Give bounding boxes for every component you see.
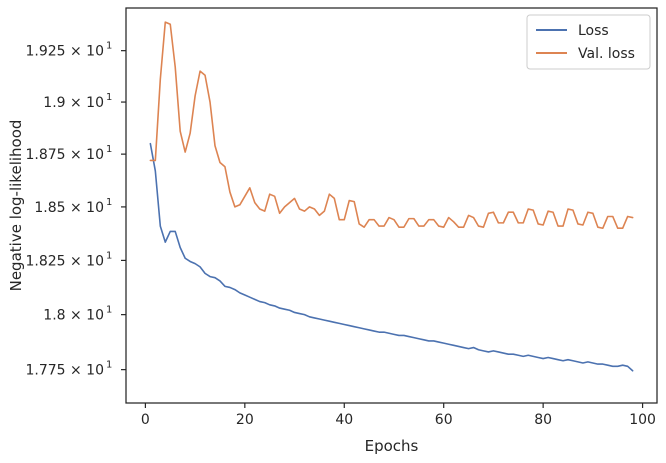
y-tick-label: 1.925 × 10	[25, 44, 104, 60]
y-tick-label: 1.9 × 10	[43, 95, 104, 111]
series-line-loss	[149, 142, 634, 372]
y-tick-label: 1.825 × 10	[25, 253, 104, 269]
y-tick-label-exponent: 1	[106, 250, 112, 261]
y-tick-label: 1.8 × 10	[43, 308, 104, 324]
x-tick-label: 40	[335, 412, 353, 428]
y-tick-label: 1.775 × 10	[25, 363, 104, 379]
y-tick-label-exponent: 1	[106, 41, 112, 52]
y-axis-ticks: 1.775 × 10 11.8 × 10 11.825 × 10 11.85 × 10…	[25, 41, 126, 379]
y-tick-label-exponent: 1	[106, 197, 112, 208]
x-axis-label: Epochs	[365, 437, 419, 455]
y-tick-label-exponent: 1	[106, 144, 112, 155]
legend-box	[526, 14, 651, 70]
x-axis-ticks: 0 20 40 60 80 100	[141, 403, 656, 428]
legend-label-val-loss: Val. loss	[578, 46, 635, 62]
plot-frame	[125, 7, 658, 404]
x-tick-label: 20	[236, 412, 254, 428]
x-tick-label: 60	[435, 412, 453, 428]
y-tick-label: 1.85 × 10	[34, 200, 104, 216]
plot-area	[126, 8, 657, 403]
y-axis-label: Negative log-likelihood	[7, 120, 25, 292]
series-layer	[149, 21, 634, 372]
legend-label-loss: Loss	[578, 23, 609, 39]
y-tick-label-exponent: 1	[106, 305, 112, 316]
x-tick-label: 0	[141, 412, 150, 428]
x-tick-label: 100	[629, 412, 656, 428]
legend: Loss Val. loss	[526, 14, 651, 70]
y-tick-label-exponent: 1	[106, 92, 112, 103]
y-tick-label: 1.875 × 10	[25, 147, 104, 163]
x-tick-label: 80	[534, 412, 552, 428]
series-line-val-loss	[149, 21, 634, 230]
y-tick-label-exponent: 1	[106, 360, 112, 371]
